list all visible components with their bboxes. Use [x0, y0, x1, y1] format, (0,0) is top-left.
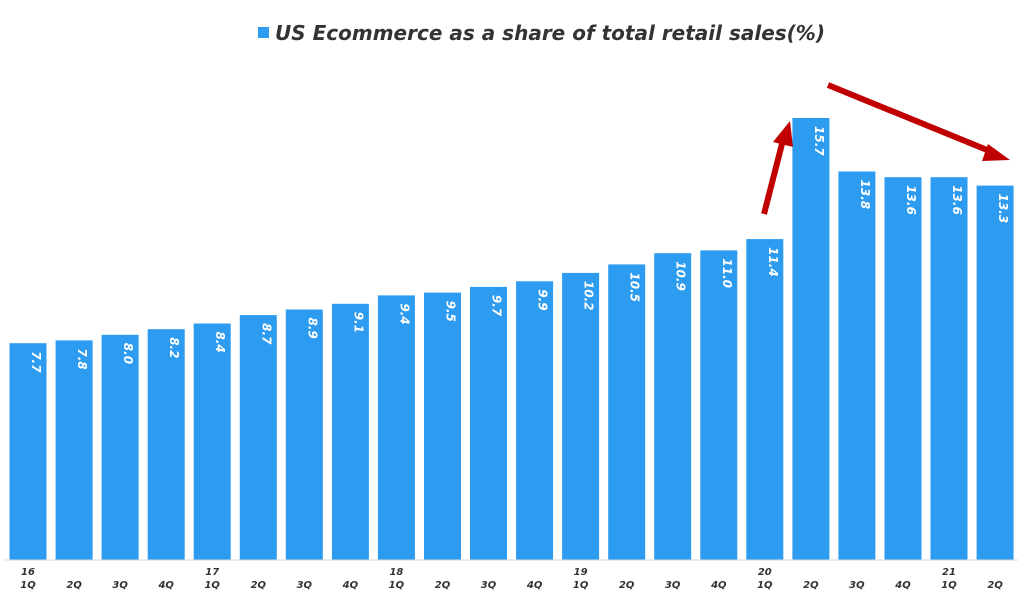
- tick-year-1: 16: [21, 567, 35, 578]
- value-label-16: 11.0: [720, 258, 734, 288]
- bar-5: [193, 323, 231, 560]
- value-label-1: 7.7: [29, 351, 43, 373]
- bar-22: [976, 185, 1014, 560]
- tick-quarter-17: 1Q: [757, 580, 773, 591]
- bar-19: [838, 171, 876, 560]
- tick-quarter-18: 2Q: [803, 580, 819, 591]
- value-label-10: 9.5: [444, 301, 458, 322]
- bars: 7.7 7.8 8.0 8.2 8.4 8.7 8.9 9.1 9.4 9.5 9.7 9.9 10.2…: [9, 118, 1014, 560]
- bar-8: [331, 303, 369, 560]
- tick-quarter-11: 3Q: [481, 580, 497, 591]
- bar-12: [516, 281, 554, 560]
- tick-quarter-8: 4Q: [342, 580, 359, 591]
- value-label-14: 10.5: [628, 272, 642, 302]
- tick-quarter-19: 3Q: [849, 580, 865, 591]
- up-arrow-head: [773, 121, 793, 147]
- tick-quarter-13: 1Q: [573, 580, 589, 591]
- down-arrow-head: [982, 144, 1010, 161]
- tick-quarter-20: 4Q: [894, 580, 911, 591]
- tick-quarter-5: 1Q: [204, 580, 220, 591]
- tick-quarter-21: 1Q: [941, 580, 957, 591]
- value-label-21: 13.6: [950, 185, 964, 215]
- value-label-11: 9.7: [490, 295, 504, 317]
- tick-year-21: 21: [942, 567, 956, 578]
- bar-6: [239, 315, 277, 560]
- tick-quarter-12: 4Q: [526, 580, 543, 591]
- tick-quarter-6: 2Q: [251, 580, 267, 591]
- value-label-17: 11.4: [766, 247, 780, 277]
- value-label-22: 13.3: [996, 194, 1010, 224]
- bar-2: [55, 340, 93, 560]
- tick-quarter-15: 3Q: [665, 580, 681, 591]
- bar-10: [424, 292, 461, 560]
- bar-15: [654, 253, 692, 560]
- value-label-8: 9.1: [351, 312, 365, 333]
- bar-21: [930, 177, 968, 560]
- tick-year-17: 20: [758, 567, 772, 578]
- bar-20: [884, 177, 922, 560]
- value-label-4: 8.2: [167, 337, 181, 358]
- value-label-18: 15.7: [812, 126, 826, 156]
- x-axis: 16 1Q 2Q 3Q 4Q 17 1Q 2Q 3Q 4Q 18 1Q 2Q 3Q 4Q 19 1Q 2Q 3Q 4Q…: [5, 559, 1018, 591]
- bar-9: [377, 295, 415, 560]
- bar-18: [792, 118, 830, 560]
- tick-quarter-14: 2Q: [619, 580, 635, 591]
- legend-swatch: [258, 27, 269, 38]
- value-label-5: 8.4: [213, 332, 227, 353]
- value-label-12: 9.9: [536, 289, 550, 310]
- value-label-15: 10.9: [674, 261, 688, 291]
- down-arrow-shaft: [826, 82, 994, 155]
- annotations: [761, 82, 1010, 215]
- tick-year-5: 17: [205, 567, 219, 578]
- bar-14: [608, 264, 646, 560]
- bar-11: [470, 286, 507, 560]
- tick-year-9: 18: [389, 567, 403, 578]
- tick-quarter-10: 2Q: [435, 580, 451, 591]
- bar-1: [9, 343, 47, 560]
- bar-7: [285, 309, 323, 560]
- legend: US Ecommerce as a share of total retail …: [258, 21, 825, 45]
- value-label-13: 10.2: [582, 281, 596, 311]
- value-label-19: 13.8: [858, 180, 872, 210]
- value-label-2: 7.8: [75, 348, 89, 369]
- bar-3: [101, 334, 139, 560]
- tick-quarter-9: 1Q: [389, 580, 405, 591]
- bar-13: [562, 272, 600, 560]
- tick-quarter-4: 4Q: [157, 580, 174, 591]
- tick-year-13: 19: [574, 567, 588, 578]
- tick-quarter-7: 3Q: [297, 580, 313, 591]
- value-label-7: 8.9: [305, 318, 319, 339]
- legend-label: US Ecommerce as a share of total retail …: [275, 21, 825, 45]
- tick-quarter-16: 4Q: [710, 580, 727, 591]
- value-label-20: 13.6: [904, 185, 918, 215]
- up-arrow-shaft: [761, 139, 786, 215]
- bar-16: [700, 250, 738, 560]
- tick-quarter-1: 1Q: [20, 580, 36, 591]
- bar-17: [746, 239, 784, 560]
- value-label-3: 8.0: [121, 343, 135, 364]
- value-label-9: 9.4: [397, 303, 411, 324]
- tick-quarter-2: 2Q: [66, 580, 82, 591]
- value-label-6: 8.7: [259, 323, 273, 345]
- tick-quarter-22: 2Q: [987, 580, 1003, 591]
- bar-4: [147, 329, 185, 560]
- tick-quarter-3: 3Q: [112, 580, 128, 591]
